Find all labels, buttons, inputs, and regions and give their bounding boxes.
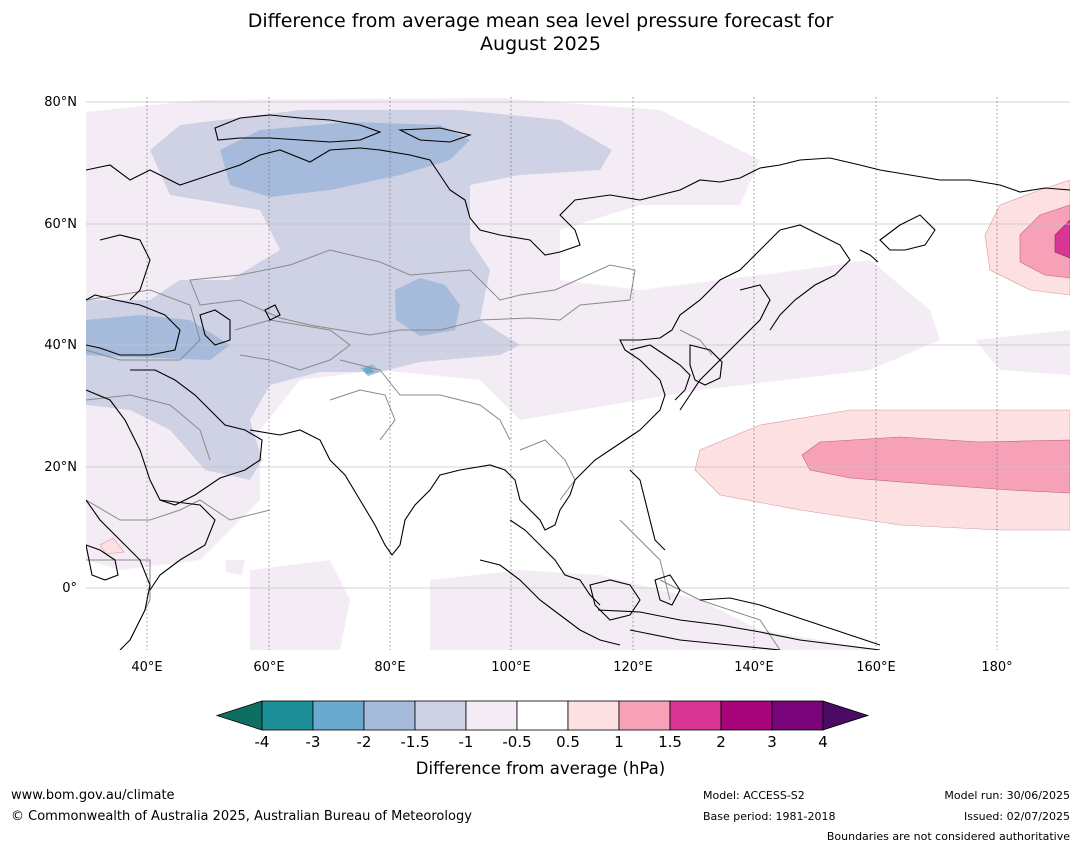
colorbar-swatch [465,700,518,731]
footer-base-period: Base period: 1981-2018 [703,810,836,823]
lat-label-40n: 40°N [44,338,77,353]
footer-copyright: © Commonwealth of Australia 2025, Austra… [11,809,472,824]
footer-model-run: Model run: 30/06/2025 [944,789,1070,802]
lat-label-0: 0° [62,581,77,596]
colorbar-swatch [720,700,773,731]
footer-model: Model: ACCESS-S2 [703,789,805,802]
lon-label-80e: 80°E [374,660,406,675]
graticule [86,97,1070,650]
colorbar-swatch [261,700,314,731]
colorbar-swatch [363,700,416,731]
anomaly-pos-1-5 [1054,219,1070,259]
lat-label-60n: 60°N [44,217,77,232]
colorbar-tick-label: -4 [254,733,270,751]
footer-disclaimer: Boundaries are not considered authoritat… [826,830,1070,843]
colorbar-swatch [414,700,467,731]
lat-label-80n: 80°N [44,95,77,110]
colorbar-swatch [516,700,569,731]
colorbar-tick-label: 2 [716,733,726,751]
coastlines [86,114,1070,650]
footer-issued: Issued: 02/07/2025 [963,810,1070,823]
colorbar-tick-label: 3 [767,733,777,751]
colorbar-swatch [618,700,671,731]
colorbar-tick-label: 1.5 [658,733,682,751]
colorbar-tick-label: 1 [614,733,624,751]
title-line-2: August 2025 [480,33,601,55]
colorbar-tick-label: -2 [356,733,372,751]
lon-label-60e: 60°E [253,660,285,675]
colorbar-extend-high [822,700,870,731]
colorbar-tick-label: -1.5 [400,733,430,751]
colorbar-swatch [567,700,620,731]
colorbar-tick-label: -0.5 [502,733,532,751]
anomaly-neg-1-5 [86,122,470,376]
colorbar-extend-low [215,700,263,731]
anomaly-neg-1 [86,110,612,480]
colorbar-tick-label: -3 [305,733,321,751]
colorbar-tick-label: -1 [458,733,474,751]
lon-label-40e: 40°E [131,660,163,675]
lon-label-180: 180° [981,660,1013,675]
anomaly-pos-1 [801,204,1070,494]
colorbar-label: Difference from average (hPa) [415,759,666,778]
lon-label-120e: 120°E [613,660,653,675]
colorbar-swatch [312,700,365,731]
colorbar-tick-label: 0.5 [556,733,580,751]
lon-label-140e: 140°E [734,660,774,675]
map-plot-area [86,97,1070,650]
colorbar-swatch [669,700,722,731]
chart-title: Difference from average mean sea level p… [0,10,1081,56]
colorbar-swatch [771,700,824,731]
lon-label-160e: 160°E [856,660,896,675]
colorbar-tick-label: 4 [818,733,828,751]
lat-label-20n: 20°N [44,460,77,475]
footer-url: www.bom.gov.au/climate [11,788,175,803]
colorbar [215,700,870,731]
lon-label-100e: 100°E [491,660,531,675]
title-line-1: Difference from average mean sea level p… [247,10,834,32]
